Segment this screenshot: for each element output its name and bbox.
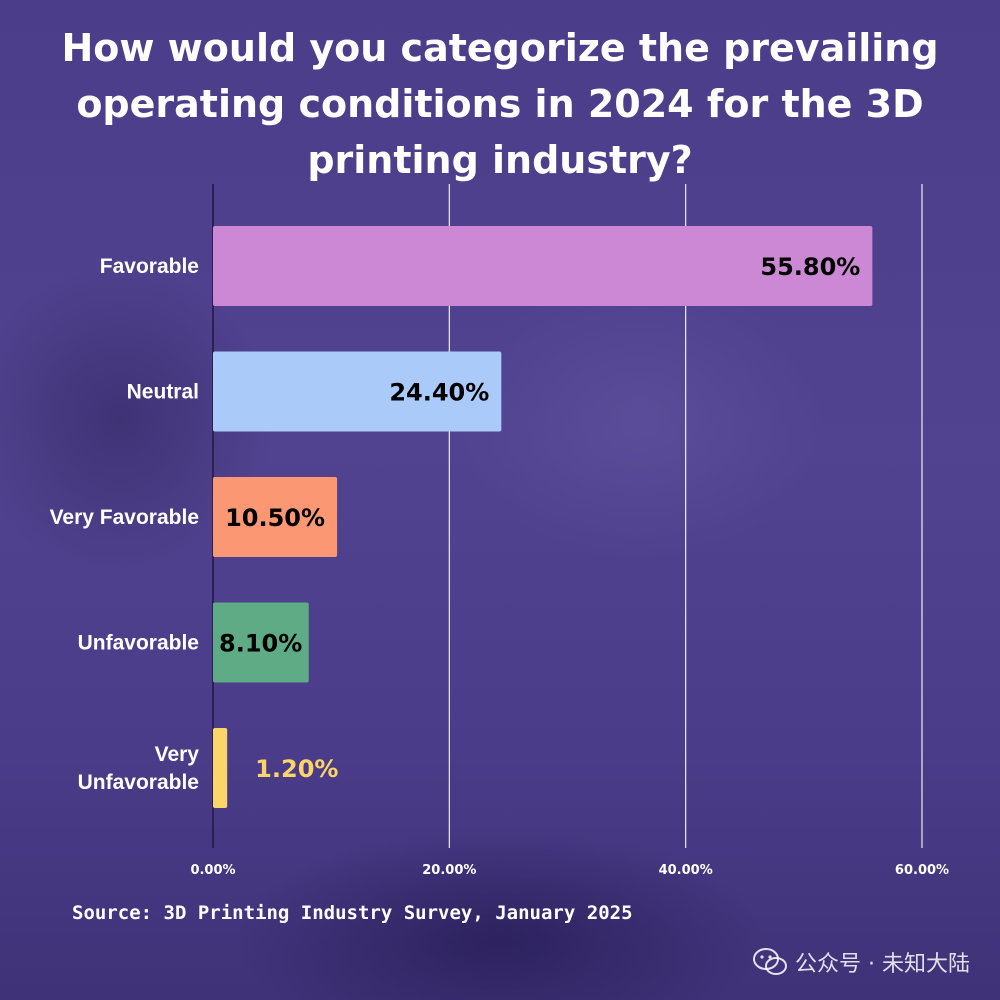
category-labels: Favorable Neutral Very Favorable Unfavorabl… <box>50 255 200 794</box>
value-label: 1.20% <box>255 755 338 783</box>
chart-title: How would you categorize the prevailing … <box>61 26 939 182</box>
x-tick-label: 0.00% <box>190 863 235 878</box>
bar <box>213 351 502 432</box>
x-tick-label: 60.00% <box>895 863 949 878</box>
category-label: Very Unfavorable <box>78 743 200 794</box>
value-label: 10.50% <box>225 504 325 532</box>
bar <box>213 602 309 683</box>
x-tick-label: 20.00% <box>422 863 476 878</box>
bars <box>213 226 873 808</box>
bar <box>213 226 873 306</box>
category-label: Favorable <box>100 255 199 278</box>
watermark: 公众号 · 未知大陆 <box>753 946 970 978</box>
value-label: 55.80% <box>760 253 860 281</box>
category-label: Neutral <box>127 381 199 404</box>
wechat-icon <box>753 948 788 975</box>
value-label: 24.40% <box>389 379 489 407</box>
bar <box>213 728 228 808</box>
x-axis-ticks: 0.00% 20.00% 40.00% 60.00% <box>190 863 949 878</box>
bar <box>213 477 338 557</box>
x-tick-label: 40.00% <box>659 863 713 878</box>
value-labels: 55.80% 24.40% 10.50% 8.10% 1.20% <box>219 253 860 783</box>
watermark-text: 公众号 · 未知大陆 <box>795 952 970 977</box>
source-note: Source: 3D Printing Industry Survey, Jan… <box>72 902 633 924</box>
category-label: Very Favorable <box>50 506 199 529</box>
category-label: Unfavorable <box>78 632 199 655</box>
value-label: 8.10% <box>219 630 302 658</box>
